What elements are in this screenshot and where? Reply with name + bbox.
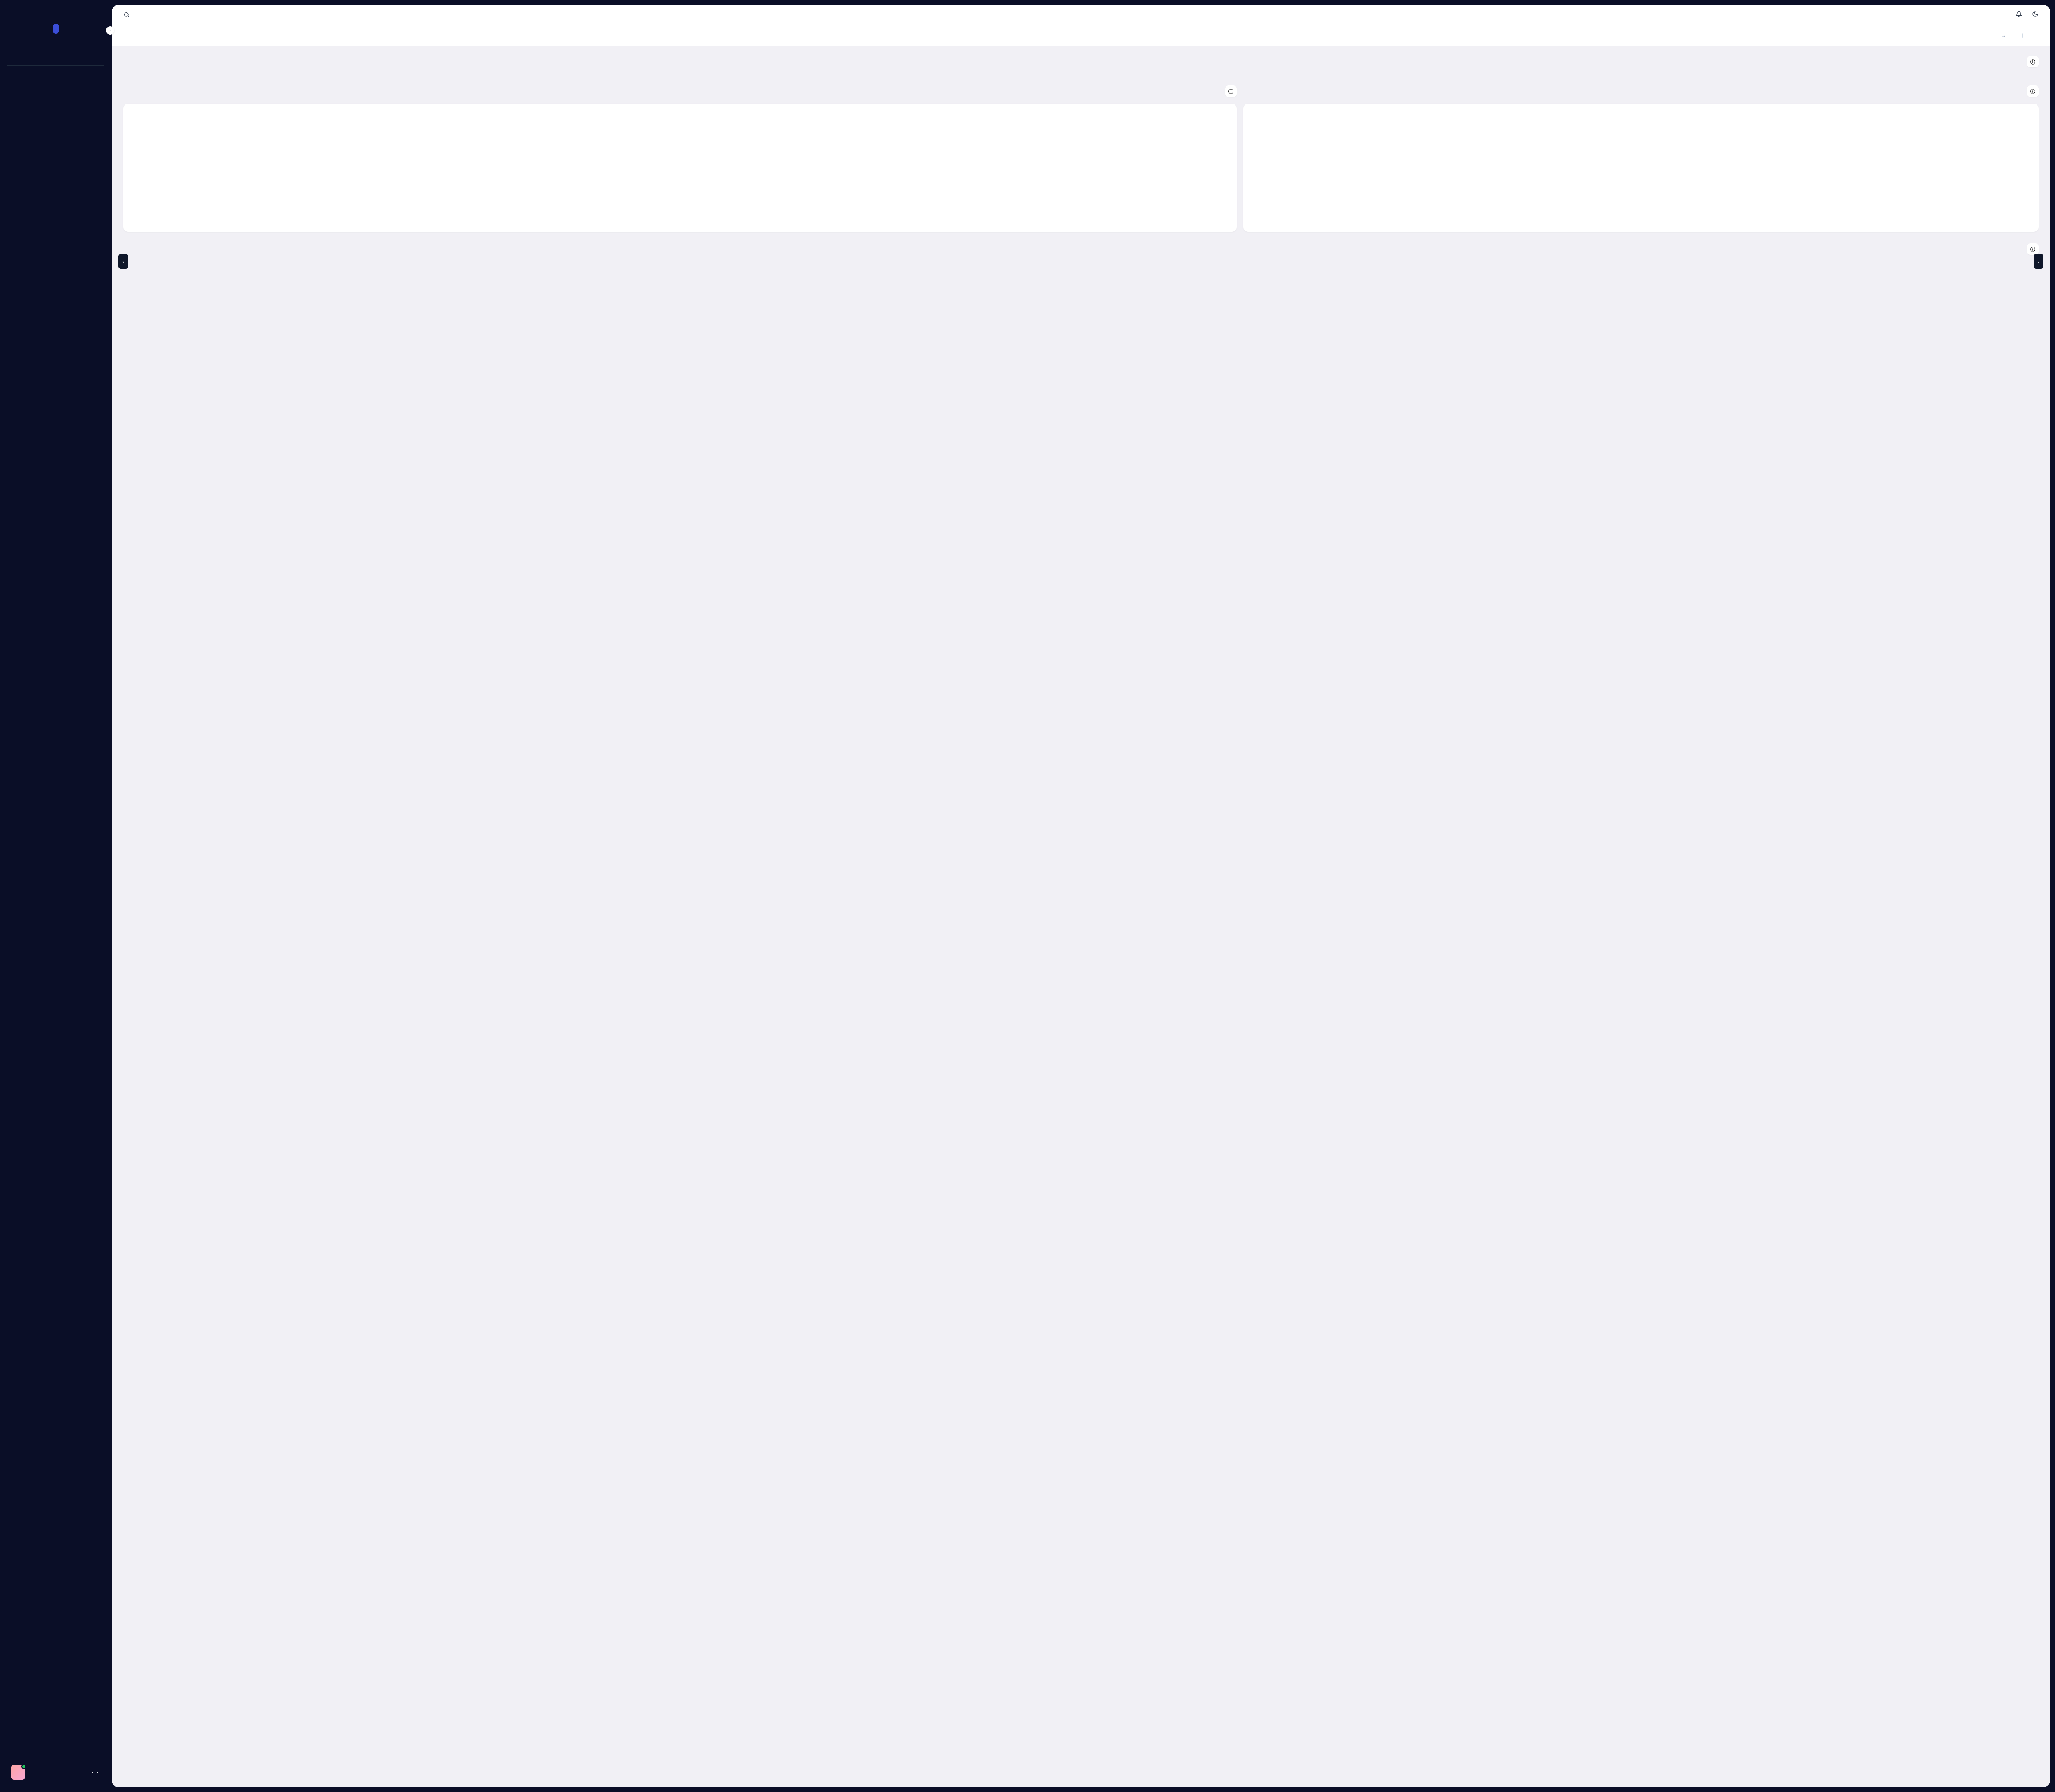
arrow-right-icon: →: [2001, 32, 2006, 38]
survey-topics-panel: [123, 104, 1237, 232]
search-icon: [123, 12, 130, 18]
next-button[interactable]: ›: [2034, 254, 2043, 269]
logo-badge: [53, 24, 59, 34]
info-button[interactable]: ⓘ: [2027, 85, 2039, 97]
collapse-sidebar-button[interactable]: ‹: [106, 26, 114, 35]
search: [123, 12, 2016, 18]
prev-button[interactable]: ‹: [118, 254, 128, 269]
search-input[interactable]: [136, 12, 259, 18]
info-button[interactable]: ⓘ: [2027, 243, 2039, 255]
take-action-panel: [1243, 104, 2039, 232]
content: ⓘ ⓘ: [112, 46, 2050, 1787]
avatar[interactable]: [11, 1765, 25, 1780]
user-block: ⋯: [7, 1761, 104, 1784]
bell-icon[interactable]: [2016, 11, 2022, 19]
subheader: → |: [112, 25, 2050, 46]
line-chart: [132, 112, 1228, 219]
info-button[interactable]: ⓘ: [2027, 56, 2039, 67]
main-panel: → | ⓘ ⓘ: [112, 5, 2050, 1787]
sidebar: ‹ ⋯: [0, 0, 110, 1792]
user-menu-button[interactable]: ⋯: [91, 1768, 99, 1777]
divider: [7, 65, 104, 66]
moon-icon[interactable]: [2032, 11, 2039, 19]
info-button[interactable]: ⓘ: [1225, 85, 1237, 97]
topbar: [112, 5, 2050, 25]
logo: [7, 21, 104, 34]
